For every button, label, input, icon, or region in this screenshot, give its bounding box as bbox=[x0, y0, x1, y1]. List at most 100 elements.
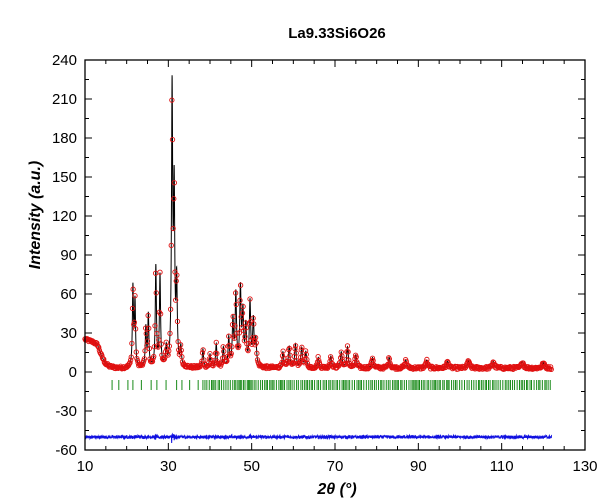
observed-point bbox=[133, 349, 139, 355]
x-tick-label: 70 bbox=[327, 458, 344, 475]
observed-point bbox=[166, 348, 172, 354]
observed-point bbox=[250, 315, 256, 321]
observed-point bbox=[169, 97, 175, 103]
y-tick-label: 0 bbox=[69, 364, 77, 381]
plot-area bbox=[82, 75, 554, 443]
observed-point bbox=[353, 354, 359, 360]
observed-point bbox=[253, 340, 259, 346]
observed-point bbox=[326, 362, 333, 368]
observed-point bbox=[146, 345, 153, 352]
x-tick-label: 90 bbox=[410, 458, 427, 475]
observed-point bbox=[200, 347, 206, 353]
observed-point bbox=[174, 272, 180, 278]
observed-point bbox=[145, 312, 151, 319]
observed-point bbox=[403, 358, 409, 365]
observed-point bbox=[210, 363, 216, 369]
y-tick-label: 180 bbox=[52, 130, 77, 147]
observed-point bbox=[225, 343, 231, 349]
observed-point bbox=[226, 333, 232, 339]
observed-point bbox=[132, 326, 139, 332]
observed-point bbox=[169, 136, 176, 143]
observed-point bbox=[236, 330, 243, 336]
observed-point bbox=[541, 361, 548, 367]
y-tick-label: 150 bbox=[52, 169, 77, 186]
observed-point bbox=[168, 242, 174, 249]
observed-point bbox=[161, 357, 167, 363]
observed-point bbox=[141, 356, 148, 362]
observed-point bbox=[221, 348, 227, 355]
observed-point bbox=[245, 347, 251, 354]
observed-point bbox=[233, 301, 239, 308]
observed-point bbox=[293, 350, 299, 356]
observed-point bbox=[177, 342, 184, 348]
observed-point bbox=[144, 338, 151, 344]
observed-point bbox=[214, 350, 220, 357]
observed-point bbox=[157, 269, 163, 275]
x-tick-label: 30 bbox=[160, 458, 177, 475]
observed-point bbox=[343, 356, 349, 363]
observed-point bbox=[172, 297, 179, 303]
observed-point bbox=[242, 333, 248, 340]
observed-point bbox=[131, 321, 137, 328]
observed-point bbox=[228, 350, 234, 357]
observed-point bbox=[163, 339, 169, 345]
observed-point bbox=[199, 350, 206, 356]
x-axis: 10 30 50 70 90 110 130 bbox=[77, 60, 598, 475]
y-tick-label: 210 bbox=[52, 91, 77, 108]
observed-point bbox=[175, 338, 181, 345]
x-tick-label: 130 bbox=[572, 458, 597, 475]
observed-point bbox=[237, 297, 243, 303]
observed-point bbox=[149, 358, 155, 364]
observed-point bbox=[128, 354, 134, 360]
observed-point bbox=[351, 359, 358, 366]
bragg-reflection-ticks bbox=[111, 380, 551, 390]
observed-point bbox=[152, 323, 158, 329]
observed-point bbox=[96, 344, 102, 351]
observed-point bbox=[155, 344, 161, 350]
y-tick-label: 90 bbox=[60, 247, 77, 264]
y-axis: -60 -30 0 30 60 90 120 150 180 210 240 bbox=[52, 52, 585, 459]
observed-point bbox=[157, 311, 164, 317]
observed-point bbox=[94, 340, 100, 346]
observed-point bbox=[296, 360, 302, 366]
observed-point bbox=[234, 330, 240, 336]
y-tick-label: 60 bbox=[60, 286, 77, 303]
observed-point bbox=[132, 293, 138, 299]
observed-point bbox=[547, 364, 554, 370]
observed-point bbox=[130, 286, 136, 292]
observed-point bbox=[345, 349, 351, 355]
observed-point bbox=[153, 290, 159, 296]
observed-point bbox=[339, 353, 345, 359]
observed-point bbox=[301, 360, 308, 366]
observed-point bbox=[230, 313, 236, 320]
x-tick-label: 110 bbox=[490, 458, 514, 475]
calculated-profile-line bbox=[84, 75, 552, 369]
observed-point bbox=[299, 344, 305, 350]
observed-point bbox=[344, 343, 351, 349]
observed-point bbox=[254, 350, 260, 356]
observed-point bbox=[251, 321, 257, 327]
observed-point bbox=[146, 325, 152, 331]
observed-point bbox=[229, 344, 235, 350]
observed-point bbox=[223, 358, 229, 365]
observed-point bbox=[154, 331, 160, 337]
observed-point bbox=[232, 290, 239, 296]
observed-point bbox=[369, 355, 376, 361]
observed-point bbox=[127, 357, 134, 363]
y-tick-label: 120 bbox=[52, 208, 77, 225]
y-tick-label: 240 bbox=[52, 52, 77, 69]
observed-point bbox=[142, 348, 148, 354]
observed-point bbox=[229, 322, 236, 328]
observed-point bbox=[314, 363, 320, 369]
observed-point bbox=[548, 366, 554, 372]
y-tick-label: -30 bbox=[55, 403, 77, 420]
observed-point bbox=[142, 325, 149, 331]
observed-point bbox=[158, 341, 164, 347]
observed-point bbox=[232, 323, 238, 329]
observed-point bbox=[207, 351, 213, 357]
observed-point bbox=[170, 225, 176, 232]
observed-point bbox=[292, 343, 299, 349]
observed-point bbox=[127, 360, 133, 366]
observed-point bbox=[129, 305, 136, 312]
